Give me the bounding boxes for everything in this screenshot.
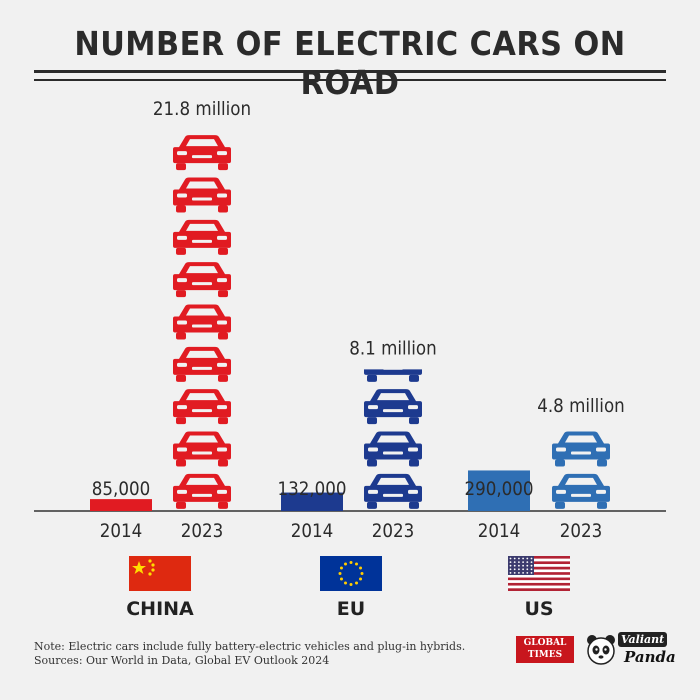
car-icon-china-5 [173, 304, 231, 340]
us-flag [508, 556, 570, 591]
car-icon-china-8 [173, 177, 231, 213]
data-label-china-2014: 85,000 [92, 478, 150, 500]
car-icon-us-2 [552, 431, 610, 467]
global-times-logo: GLOBAL TIMES [516, 636, 574, 663]
car-icon-china-2 [173, 431, 231, 467]
car-icon-china-6 [173, 262, 231, 298]
panda-logo-line1: Valiant [618, 632, 668, 647]
year-label-eu-2023: 2023 [372, 520, 415, 542]
car-icon-china-1 [173, 473, 231, 509]
title-rule-top [34, 70, 666, 73]
valiant-panda-logo: Valiant Panda [584, 632, 676, 668]
year-label-china-2014: 2014 [100, 520, 143, 542]
bar-eu-2014 [281, 492, 343, 511]
car-icon-china-4 [173, 346, 231, 382]
note-text: Note: Electric cars include fully batter… [34, 640, 466, 653]
global-times-logo-line1: GLOBAL [523, 638, 567, 648]
data-label-us-2023: 4.8 million [537, 395, 625, 417]
data-label-eu-2023: 8.1 million [349, 337, 437, 359]
year-label-us-2023: 2023 [560, 520, 603, 542]
chart-title: NUMBER OF ELECTRIC CARS ON ROAD [74, 24, 626, 102]
data-label-eu-2014: 132,000 [277, 478, 346, 500]
global-times-logo-line2: TIMES [527, 650, 563, 660]
car-icon-china-9 [173, 135, 231, 171]
title-rule-bottom [34, 79, 666, 81]
bar-china-2023 [173, 135, 231, 509]
car-icon-china-7 [173, 219, 231, 255]
year-label-eu-2014: 2014 [291, 520, 334, 542]
bar-us-2023 [552, 431, 610, 509]
country-label-eu: EU [336, 598, 366, 620]
car-icon-china-3 [173, 389, 231, 425]
car-icon-eu-2 [364, 431, 422, 467]
eu-flag [320, 556, 382, 591]
data-label-china-2023: 21.8 million [153, 98, 251, 120]
car-icon-eu-1 [364, 473, 422, 509]
china-flag [129, 556, 191, 591]
panda-icon [587, 635, 615, 665]
bar-china-2014 [90, 499, 152, 511]
bar-us-2014 [468, 470, 530, 511]
country-label-us: US [524, 598, 554, 620]
country-label-china: CHINA [126, 598, 194, 620]
sources-text: Sources: Our World in Data, Global EV Ou… [34, 654, 330, 667]
data-label-us-2014: 290,000 [464, 478, 533, 500]
car-icon-eu-4 [364, 369, 422, 382]
car-icon-eu-3 [364, 389, 422, 425]
year-label-us-2014: 2014 [478, 520, 521, 542]
car-icon-us-1 [552, 473, 610, 509]
year-label-china-2023: 2023 [181, 520, 224, 542]
panda-logo-line2: Panda [624, 648, 676, 666]
bar-eu-2023 [364, 369, 422, 509]
